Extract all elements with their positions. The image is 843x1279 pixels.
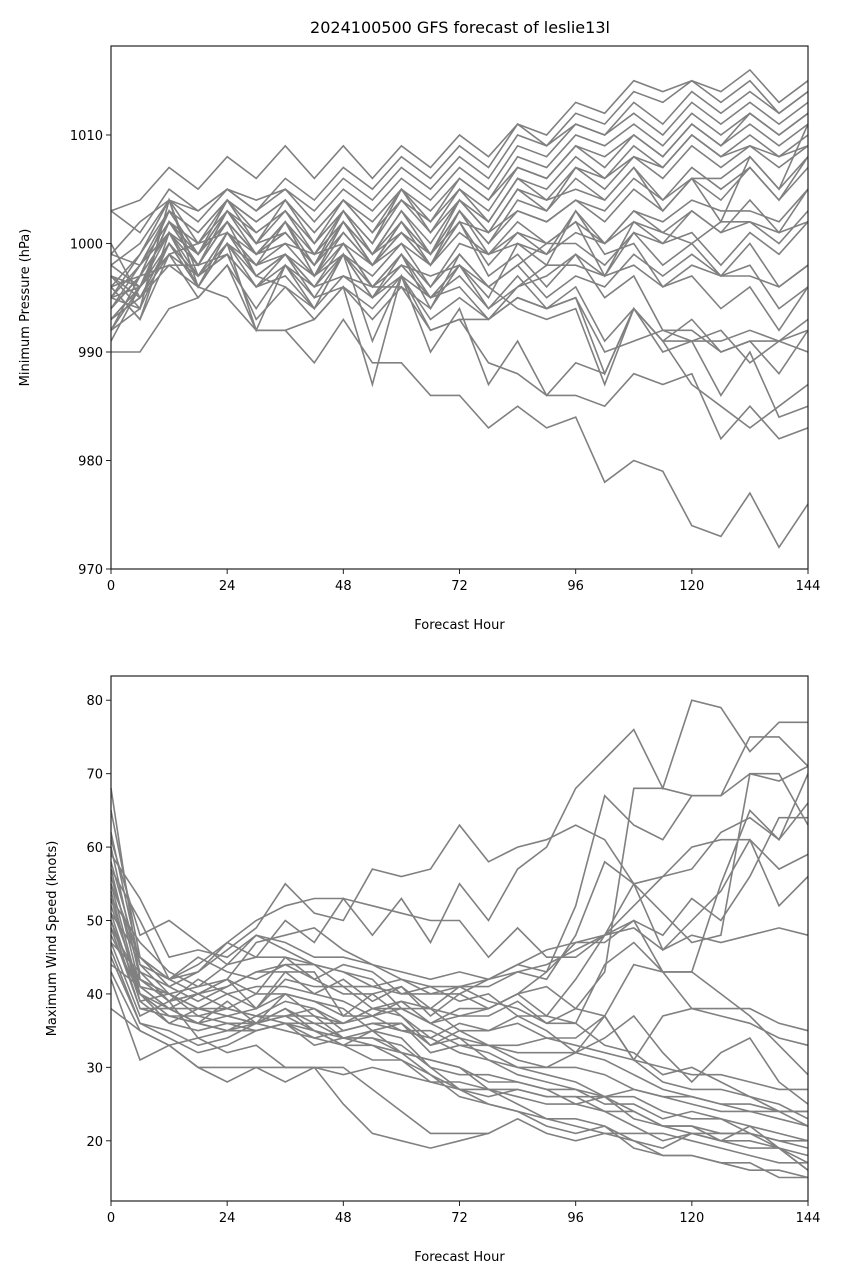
wind-series-member-02: [110, 810, 809, 988]
wind-x-tick-label: 48: [335, 1211, 352, 1226]
pressure-x-tick-label: 144: [796, 579, 821, 594]
pressure-y-axis: 970 980 990 1000 1010: [70, 129, 111, 578]
wind-lines: [110, 699, 809, 1179]
pressure-series-member-30: [110, 209, 809, 289]
pressure-x-tick-label: 96: [567, 579, 584, 594]
wind-series-member-21: [110, 979, 809, 1171]
pressure-x-tick-label: 72: [451, 579, 468, 594]
pressure-series-member-28: [110, 231, 809, 310]
wind-series-member-04: [110, 773, 809, 1003]
pressure-x-tick-label: 24: [219, 579, 236, 594]
pressure-series-member-04: [110, 101, 809, 266]
wind-y-axis: 20 30 40 50 60 70 80: [86, 694, 111, 1150]
wind-x-tick-label: 72: [451, 1211, 468, 1226]
pressure-x-tick-label: 48: [335, 579, 352, 594]
wind-series-member-22: [110, 1007, 489, 1149]
wind-series-member-28: [110, 912, 808, 1091]
pressure-series-member-03: [110, 90, 809, 255]
wind-series-member-26: [110, 802, 809, 995]
wind-y-tick-label: 80: [86, 694, 103, 709]
wind-y-tick-label: 70: [86, 768, 103, 783]
pressure-x-axis-label: Forecast Hour: [414, 618, 505, 633]
wind-y-tick-label: 60: [86, 841, 103, 856]
wind-x-axis-label: Forecast Hour: [414, 1250, 505, 1265]
wind-series-member-23: [110, 816, 808, 995]
pressure-y-tick-label: 1010: [70, 129, 103, 144]
wind-panel: 0 24 48 72 96 120 144 20 30 40 50 60 70 80 Forecast …: [45, 675, 821, 1265]
wind-y-axis-label: Maximum Wind Speed (knots): [45, 841, 60, 1037]
wind-x-tick-label: 96: [567, 1211, 584, 1226]
wind-y-tick-label: 20: [86, 1135, 103, 1150]
wind-x-tick-label: 0: [107, 1211, 115, 1226]
pressure-y-tick-label: 1000: [70, 237, 103, 252]
pressure-y-tick-label: 980: [78, 454, 103, 469]
wind-y-tick-label: 30: [86, 1061, 103, 1076]
wind-x-tick-label: 120: [679, 1211, 704, 1226]
pressure-series-member-15: [110, 252, 809, 376]
wind-x-tick-label: 144: [796, 1211, 821, 1226]
wind-y-tick-label: 40: [86, 988, 103, 1003]
wind-series-member-07: [110, 838, 809, 1025]
pressure-x-tick-label: 120: [679, 579, 704, 594]
wind-series-member-30: [110, 941, 809, 1127]
wind-x-tick-label: 24: [219, 1211, 236, 1226]
wind-x-axis: 0 24 48 72 96 120 144: [107, 1201, 821, 1226]
pressure-y-tick-label: 970: [78, 563, 103, 578]
wind-series-member-20: [110, 971, 808, 1179]
pressure-series-member-31: [110, 241, 809, 419]
pressure-series-member-20: [110, 243, 809, 549]
wind-series-member-24: [110, 853, 809, 1062]
chart-title: 2024100500 GFS forecast of leslie13l: [310, 18, 610, 37]
pressure-axes-frame: [110, 45, 809, 570]
wind-series-member-31: [110, 963, 809, 1142]
pressure-lines: [110, 68, 809, 549]
pressure-y-tick-label: 990: [78, 346, 103, 361]
pressure-panel: 0 24 48 72 96 120 144 970 980 990 1000 1010 Foreca…: [18, 45, 821, 633]
pressure-x-axis: 0 24 48 72 96 120 144: [107, 569, 821, 594]
wind-y-tick-label: 50: [86, 915, 103, 930]
pressure-series-member-19: [111, 263, 809, 441]
wind-axes-frame: [110, 675, 809, 1202]
pressure-y-axis-label: Minimum Pressure (hPa): [18, 229, 33, 387]
pressure-x-tick-label: 0: [107, 579, 115, 594]
wind-series-member-01: [110, 699, 808, 995]
